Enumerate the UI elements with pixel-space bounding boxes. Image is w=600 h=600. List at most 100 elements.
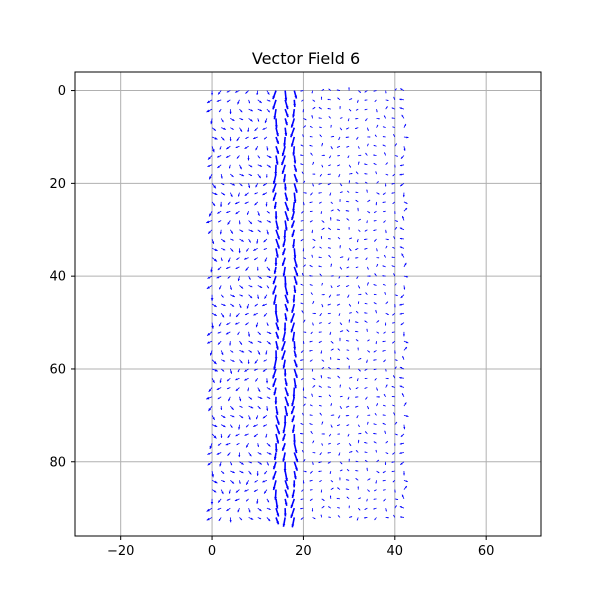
vector-arrow xyxy=(293,350,297,358)
vector-arrow xyxy=(206,285,213,290)
vector-arrow xyxy=(227,452,231,456)
vector-arrow-head xyxy=(262,416,266,419)
vector-arrow-head xyxy=(266,324,269,326)
vector-arrow xyxy=(234,498,240,502)
vector-arrow-head xyxy=(348,458,350,461)
vector-arrow xyxy=(282,517,286,527)
vector-arrow-head xyxy=(322,89,324,91)
vector-arrow-head xyxy=(282,243,286,247)
vector-arrow-head xyxy=(211,149,215,153)
vector-arrow-head xyxy=(356,416,358,419)
vector-arrow xyxy=(393,96,396,100)
vector-arrow-head xyxy=(292,244,295,248)
vector-arrow xyxy=(356,238,359,243)
vector-arrow xyxy=(266,108,271,113)
vector-arrow xyxy=(364,320,368,323)
vector-arrow-head xyxy=(347,259,350,261)
vector-arrow-head xyxy=(258,407,261,409)
vector-arrow xyxy=(301,272,304,277)
vector-arrow xyxy=(282,359,286,369)
vector-arrow-head xyxy=(286,486,289,490)
vector-arrow-head xyxy=(331,341,334,344)
vector-arrow xyxy=(394,350,396,354)
vector-arrow-head xyxy=(385,370,387,372)
vector-arrow xyxy=(309,470,313,474)
vector-arrow-head xyxy=(219,232,222,235)
vector-arrow-head xyxy=(263,183,266,186)
vector-arrow xyxy=(293,248,297,259)
vector-arrow xyxy=(281,257,286,267)
vector-arrow-head xyxy=(396,155,398,157)
vector-arrow-head xyxy=(285,413,289,417)
vector-arrow xyxy=(218,517,222,522)
vector-arrow-head xyxy=(276,226,279,230)
vector-arrow-head xyxy=(399,312,402,315)
vector-arrow-head xyxy=(309,340,312,343)
vector-arrow xyxy=(376,263,379,268)
vector-arrow xyxy=(403,201,408,204)
vector-arrow-head xyxy=(274,496,277,500)
vector-arrow-head xyxy=(375,310,377,312)
vector-arrow xyxy=(303,459,306,462)
vector-arrow-head xyxy=(346,496,349,499)
vector-arrow-head xyxy=(321,143,323,145)
vector-arrow xyxy=(357,507,361,511)
vector-arrow-head xyxy=(276,133,279,137)
vector-arrow-head xyxy=(367,129,369,131)
vector-arrow xyxy=(318,331,322,333)
vector-arrow-head xyxy=(320,236,323,238)
vector-arrow xyxy=(248,508,251,513)
vector-arrow xyxy=(245,498,249,502)
vector-arrow xyxy=(319,452,323,456)
vector-arrow xyxy=(221,127,227,130)
vector-arrow-head xyxy=(248,240,251,243)
vector-arrow xyxy=(266,210,270,214)
vector-arrow-head xyxy=(229,287,232,290)
vector-arrow-head xyxy=(300,498,303,500)
vector-arrow xyxy=(346,424,350,427)
vector-arrow xyxy=(293,470,297,480)
vector-arrow-head xyxy=(268,452,272,455)
vector-arrow-head xyxy=(291,338,295,342)
vector-arrow xyxy=(329,331,332,336)
vector-arrow xyxy=(392,312,396,316)
vector-arrow xyxy=(266,90,270,95)
vector-arrow-head xyxy=(366,189,368,192)
vector-arrow-head xyxy=(272,476,276,480)
vector-arrow xyxy=(303,470,307,473)
vector-arrow-head xyxy=(368,339,370,341)
vector-arrow xyxy=(319,126,322,129)
vector-arrow xyxy=(265,433,268,438)
vector-arrow xyxy=(364,459,368,463)
vector-arrow xyxy=(211,359,217,365)
vector-arrow-head xyxy=(259,164,263,167)
vector-arrow xyxy=(339,117,343,119)
vector-arrow-head xyxy=(320,352,323,354)
vector-arrow xyxy=(248,396,253,400)
vector-arrow-head xyxy=(228,259,231,263)
vector-arrow-head xyxy=(300,154,302,156)
vector-arrow xyxy=(228,164,231,169)
vector-arrow-head xyxy=(304,331,307,333)
vector-arrow-head xyxy=(382,340,385,343)
vector-arrow-head xyxy=(249,350,252,353)
vector-arrow-head xyxy=(377,181,379,183)
vector-arrow-head xyxy=(282,262,285,266)
vector-arrow xyxy=(275,248,279,258)
vector-arrow-head xyxy=(346,349,348,351)
vector-arrow-head xyxy=(211,93,214,96)
vector-arrow-head xyxy=(231,174,234,177)
vector-arrow-head xyxy=(337,358,339,360)
vector-arrow xyxy=(272,192,277,202)
vector-arrow xyxy=(303,264,306,268)
x-tick-label: −20 xyxy=(107,544,134,559)
vector-arrow xyxy=(382,422,386,425)
vector-arrow-head xyxy=(322,506,325,508)
vector-arrow xyxy=(255,378,259,382)
y-tick-label: 20 xyxy=(49,177,66,192)
vector-arrow xyxy=(227,433,231,439)
vector-arrow xyxy=(247,331,251,337)
vector-arrow-head xyxy=(318,341,321,343)
vector-arrow xyxy=(311,115,313,119)
vector-arrow xyxy=(284,108,289,118)
